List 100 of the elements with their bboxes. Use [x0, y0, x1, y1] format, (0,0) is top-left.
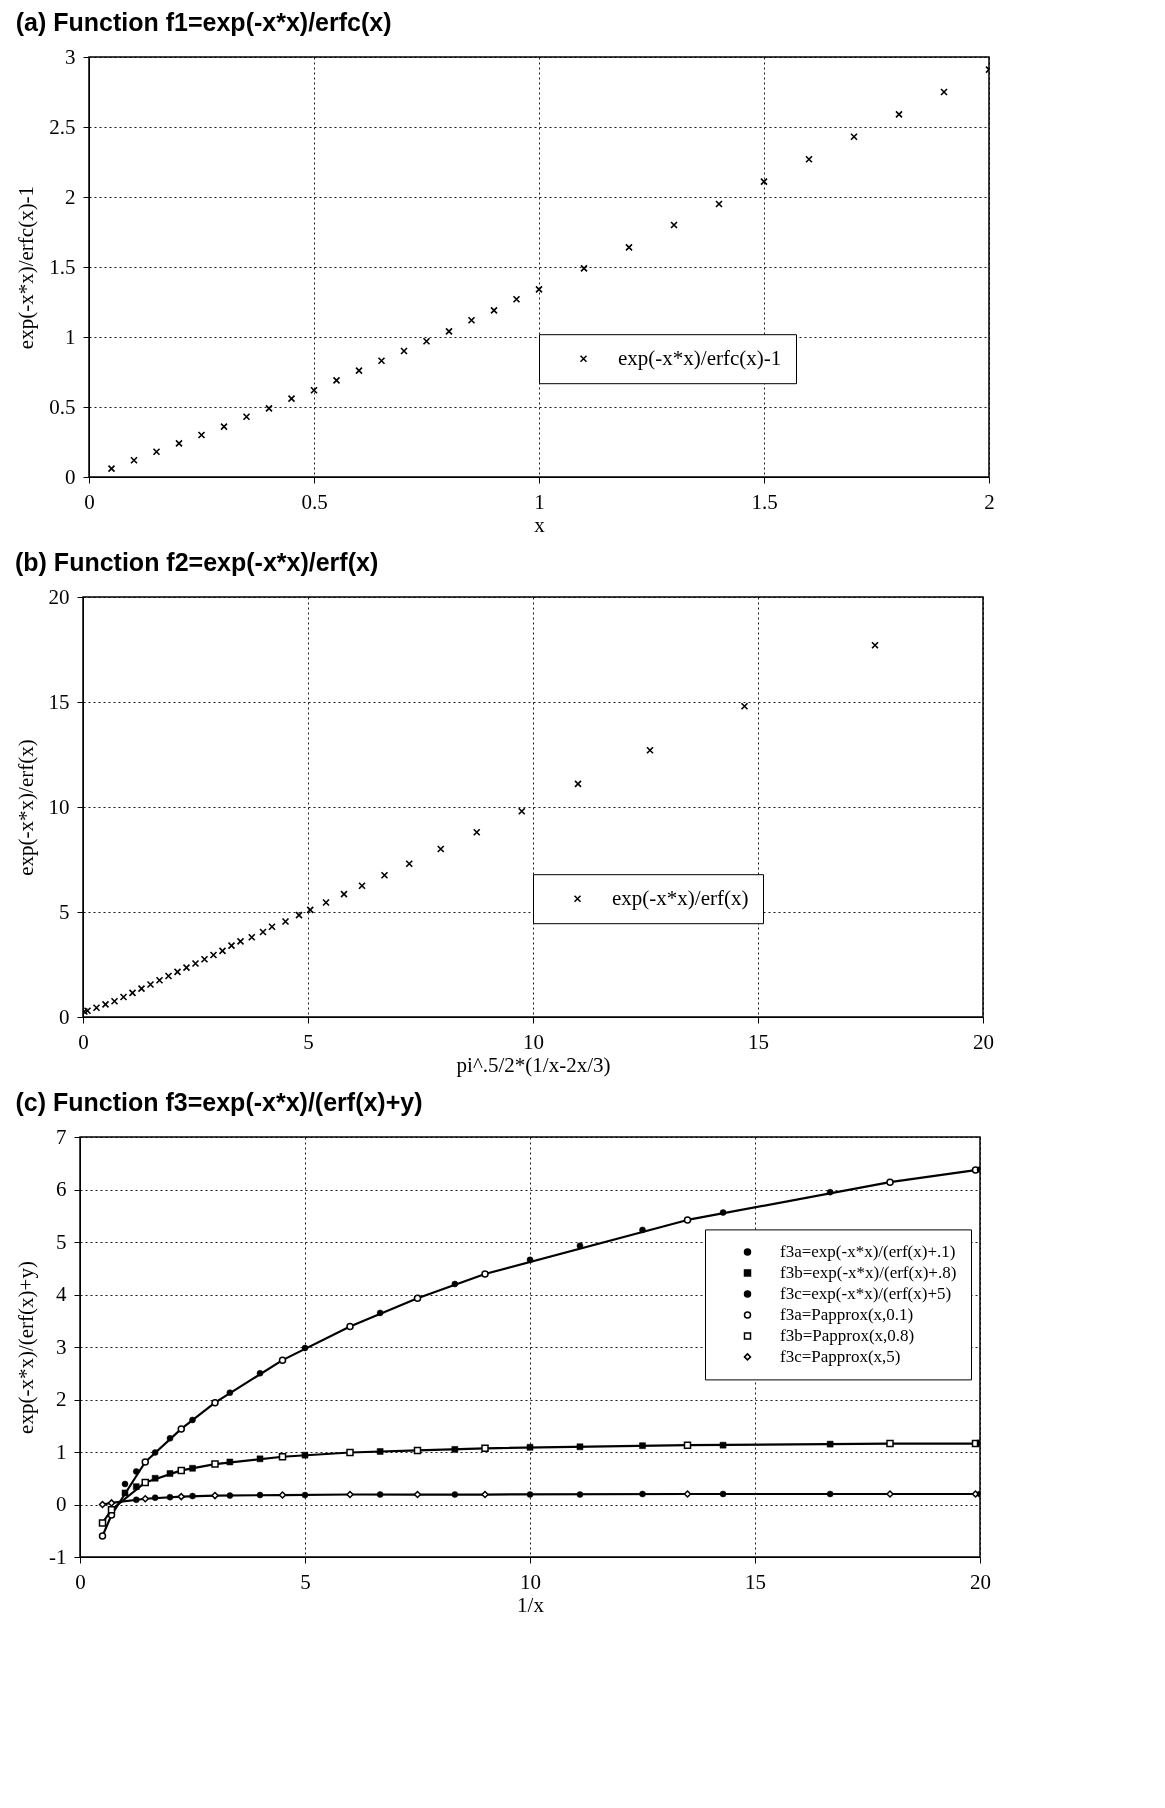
- point: [189, 1492, 196, 1500]
- point: [517, 807, 526, 815]
- point: [639, 1490, 646, 1498]
- point: [211, 1491, 219, 1500]
- point: [719, 1441, 727, 1449]
- point: [151, 1475, 159, 1482]
- legend-label: exp(-x*x)/erf(x): [612, 885, 749, 910]
- y-tick-label: 2: [65, 184, 76, 209]
- point: [287, 394, 296, 403]
- y-tick-label: 2: [56, 1387, 67, 1411]
- point: [715, 200, 723, 208]
- point: [177, 1492, 185, 1501]
- point: [940, 88, 948, 96]
- x-axis-title: pi^.5/2*(1/x-2x/3): [456, 1052, 611, 1077]
- point: [451, 1491, 459, 1498]
- y-tick-label: 3: [65, 44, 76, 69]
- y-tick-label: 0.5: [49, 394, 76, 419]
- x-axis-title: x: [534, 512, 546, 537]
- y-tick-label: 1: [56, 1439, 67, 1464]
- y-axis-title: exp(-x*x)/erfc(x)-1: [14, 185, 39, 350]
- point: [481, 1270, 489, 1278]
- point: [413, 1294, 422, 1302]
- chart-title: (c) Function f3=exp(-x*x)/(erf(x)+y): [15, 1088, 423, 1116]
- legend-label: f3a=Papprox(x,0.1): [780, 1304, 914, 1324]
- x-tick-label: 5: [300, 1569, 311, 1594]
- point: [683, 1216, 692, 1224]
- point: [151, 1494, 159, 1501]
- point: [133, 1496, 140, 1504]
- point: [211, 1460, 219, 1468]
- x-tick-label: 10: [523, 1029, 544, 1054]
- y-tick-label: 0: [56, 1492, 67, 1516]
- x-tick-label: 2: [984, 489, 995, 514]
- point: [133, 1468, 140, 1475]
- x-tick-label: 15: [748, 1029, 769, 1054]
- point: [121, 1489, 129, 1497]
- point: [481, 1490, 489, 1499]
- y-tick-label: 1: [65, 324, 76, 349]
- x-tick-label: 10: [520, 1569, 541, 1594]
- x-tick-label: 5: [303, 1029, 314, 1054]
- point: [451, 1280, 459, 1288]
- point: [166, 1470, 174, 1477]
- point: [376, 1448, 384, 1455]
- legend-label: exp(-x*x)/erfc(x)-1: [618, 345, 782, 370]
- point: [226, 1458, 234, 1466]
- point: [526, 1256, 534, 1264]
- y-tick-label: 4: [56, 1282, 67, 1306]
- point: [256, 1491, 264, 1499]
- point: [133, 1483, 140, 1490]
- point: [98, 1519, 107, 1527]
- chart-title: (b) Function f2=exp(-x*x)/erf(x): [15, 548, 379, 576]
- y-axis-title: exp(-x*x)/(erf(x)+y): [14, 1261, 39, 1434]
- point: [177, 1425, 185, 1433]
- point: [413, 1446, 422, 1455]
- point: [886, 1439, 894, 1448]
- point: [526, 1444, 534, 1451]
- point: [719, 1490, 727, 1498]
- x-tick-label: 15: [745, 1569, 766, 1594]
- x-tick-label: 20: [973, 1029, 994, 1054]
- point: [346, 1448, 354, 1457]
- y-axis-title: exp(-x*x)/erf(x): [13, 739, 38, 876]
- y-tick-label: 7: [56, 1124, 67, 1149]
- point: [301, 1491, 309, 1499]
- point: [259, 928, 267, 936]
- point: [226, 1492, 234, 1499]
- point: [256, 1370, 264, 1377]
- point: [472, 828, 481, 836]
- y-tick-label: 5: [56, 1229, 67, 1254]
- point: [576, 1491, 584, 1498]
- legend-label: f3b=exp(-x*x)/(erf(x)+.8): [780, 1262, 957, 1282]
- point: [886, 1178, 894, 1186]
- point: [670, 221, 678, 229]
- point: [227, 941, 236, 950]
- point: [400, 347, 408, 355]
- y-tick-label: 5: [59, 899, 70, 924]
- point: [281, 917, 290, 926]
- point: [346, 1322, 354, 1331]
- point: [256, 1455, 264, 1463]
- point: [376, 1309, 384, 1317]
- y-tick-label: 6: [56, 1177, 67, 1201]
- point: [576, 1242, 584, 1249]
- point: [278, 1356, 287, 1364]
- point: [683, 1441, 692, 1449]
- point: [107, 464, 116, 473]
- point: [719, 1209, 727, 1216]
- y-tick-label: 20: [48, 584, 70, 609]
- y-tick-label: 0: [65, 464, 76, 489]
- point: [98, 1532, 107, 1540]
- point: [346, 1490, 354, 1499]
- point: [301, 1451, 309, 1459]
- point: [141, 1458, 149, 1466]
- legend-label: f3b=Papprox(x,0.8): [780, 1325, 915, 1345]
- point: [191, 959, 200, 968]
- point: [189, 1416, 196, 1424]
- point: [332, 376, 341, 385]
- x-tick-label: 0: [84, 489, 95, 514]
- point: [236, 937, 245, 946]
- chart-title: (a) Function f1=exp(-x*x)/erfc(x): [15, 8, 392, 36]
- point: [826, 1188, 834, 1196]
- y-tick-label: 1.5: [49, 254, 76, 279]
- point: [226, 1389, 234, 1396]
